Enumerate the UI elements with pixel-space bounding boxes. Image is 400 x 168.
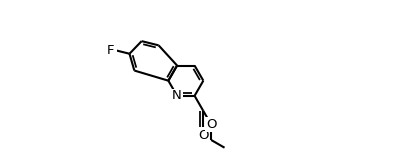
Text: O: O <box>198 129 208 142</box>
Text: N: N <box>172 89 182 102</box>
Text: O: O <box>206 118 216 131</box>
Text: F: F <box>107 44 114 57</box>
